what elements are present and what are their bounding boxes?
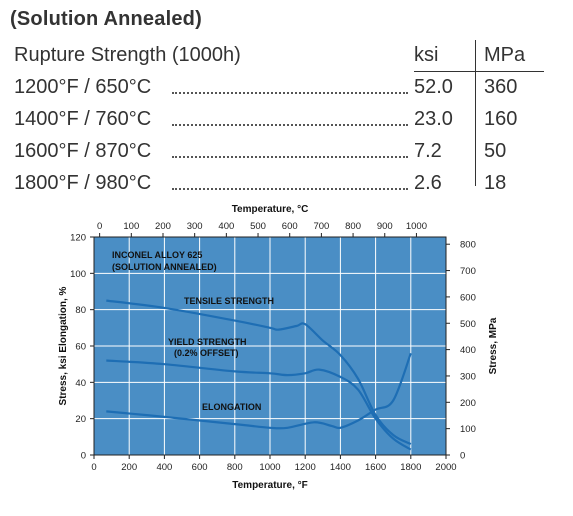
temperature-cell: 1600°F / 870°C xyxy=(14,140,152,162)
top-tick-label: 700 xyxy=(313,221,329,232)
x-tick-label: 400 xyxy=(156,462,172,473)
ksi-cell: 23.0 xyxy=(414,108,453,130)
top-tick-label: 900 xyxy=(377,221,393,232)
mpa-cell: 50 xyxy=(484,140,507,162)
x-tick-label: 1000 xyxy=(259,462,280,473)
mpa-cell: 18 xyxy=(484,172,507,194)
table-column-divider xyxy=(475,40,476,186)
x-tick-label: 800 xyxy=(227,462,243,473)
x-tick-label: 2000 xyxy=(435,462,456,473)
y-tick-label: 20 xyxy=(75,414,86,425)
top-tick-label: 600 xyxy=(282,221,298,232)
y-tick-label: 120 xyxy=(70,233,86,244)
mpa-cell: 160 xyxy=(484,108,518,130)
section-heading: (Solution Annealed) xyxy=(10,8,202,30)
top-tick-label: 400 xyxy=(218,221,234,232)
y-axis-title-right: Stress, MPa xyxy=(488,317,499,374)
x-tick-label: 200 xyxy=(121,462,137,473)
x-tick-label: 0 xyxy=(91,462,96,473)
mpa-column-header: MPa xyxy=(484,44,526,66)
right-tick-label: 400 xyxy=(460,345,476,356)
table-title: Rupture Strength (1000h) xyxy=(14,44,241,66)
ksi-cell: 7.2 xyxy=(414,140,442,162)
y-tick-label: 0 xyxy=(81,451,86,462)
yield-strength-offset-label: (0.2% OFFSET) xyxy=(174,348,239,358)
elongation-label: ELONGATION xyxy=(202,402,261,412)
y-tick-label: 60 xyxy=(75,342,86,353)
table-row: 1600°F / 870°C 7.2 50 xyxy=(14,136,544,168)
top-tick-label: 500 xyxy=(250,221,266,232)
grid-lines xyxy=(94,237,446,455)
elongation-line xyxy=(106,352,412,430)
mpa-cell: 360 xyxy=(484,76,518,98)
y-tick-label: 40 xyxy=(75,378,86,389)
right-tick-label: 200 xyxy=(460,398,476,409)
x-tick-label: 1800 xyxy=(400,462,421,473)
dotted-leader xyxy=(172,92,408,94)
top-tick-label: 800 xyxy=(345,221,361,232)
top-tick-label: 300 xyxy=(187,221,203,232)
x-tick-label: 600 xyxy=(192,462,208,473)
right-tick-label: 0 xyxy=(460,451,465,462)
dotted-leader xyxy=(172,124,408,126)
x-tick-label: 1200 xyxy=(295,462,316,473)
ksi-cell: 2.6 xyxy=(414,172,442,194)
y-tick-label: 80 xyxy=(75,305,86,316)
right-tick-label: 500 xyxy=(460,319,476,330)
tensile-strength-line xyxy=(106,299,412,446)
right-tick-label: 600 xyxy=(460,292,476,303)
x-axis-title-fahrenheit: Temperature, °F xyxy=(232,480,308,491)
temperature-cell: 1200°F / 650°C xyxy=(14,76,152,98)
top-tick-label: 1000 xyxy=(406,221,427,232)
alloy-label: INCONEL ALLOY 625 xyxy=(112,250,202,260)
right-tick-label: 300 xyxy=(460,371,476,382)
top-tick-label: 100 xyxy=(123,221,139,232)
x-tick-label: 1600 xyxy=(365,462,386,473)
x-axis-title-celsius: Temperature, °C xyxy=(232,204,309,215)
right-tick-label: 800 xyxy=(460,240,476,251)
series-lines xyxy=(106,299,412,451)
right-tick-label: 700 xyxy=(460,266,476,277)
ksi-cell: 52.0 xyxy=(414,76,453,98)
yield-strength-label: YIELD STRENGTH xyxy=(168,337,247,347)
ksi-column-header: ksi xyxy=(414,44,439,66)
axes: 0 200 400 600 800 1000 1200 1400 1600 1800 2000020… xyxy=(70,221,476,473)
table-row: 1800°F / 980°C 2.6 18 xyxy=(14,168,544,200)
dotted-leader xyxy=(172,188,408,190)
table-header-rule xyxy=(414,71,544,72)
right-tick-label: 100 xyxy=(460,424,476,435)
top-tick-label: 200 xyxy=(155,221,171,232)
rupture-strength-table: Rupture Strength (1000h) ksi MPa 1200°F … xyxy=(14,40,544,200)
dotted-leader xyxy=(172,156,408,158)
table-row: 1400°F / 760°C 23.0 160 xyxy=(14,104,544,136)
condition-label: (SOLUTION ANNEALED) xyxy=(112,262,217,272)
y-tick-label: 100 xyxy=(70,269,86,280)
yield-strength-line xyxy=(106,359,412,451)
y-axis-title-left: Stress, ksi Elongation, % xyxy=(58,286,69,405)
tensile-strength-label: TENSILE STRENGTH xyxy=(184,296,274,306)
top-tick-label: 0 xyxy=(97,221,102,232)
temperature-cell: 1800°F / 980°C xyxy=(14,172,152,194)
table-header-row: Rupture Strength (1000h) ksi MPa xyxy=(14,40,544,72)
x-tick-label: 1400 xyxy=(330,462,351,473)
temperature-cell: 1400°F / 760°C xyxy=(14,108,152,130)
table-row: 1200°F / 650°C 52.0 360 xyxy=(14,72,544,104)
